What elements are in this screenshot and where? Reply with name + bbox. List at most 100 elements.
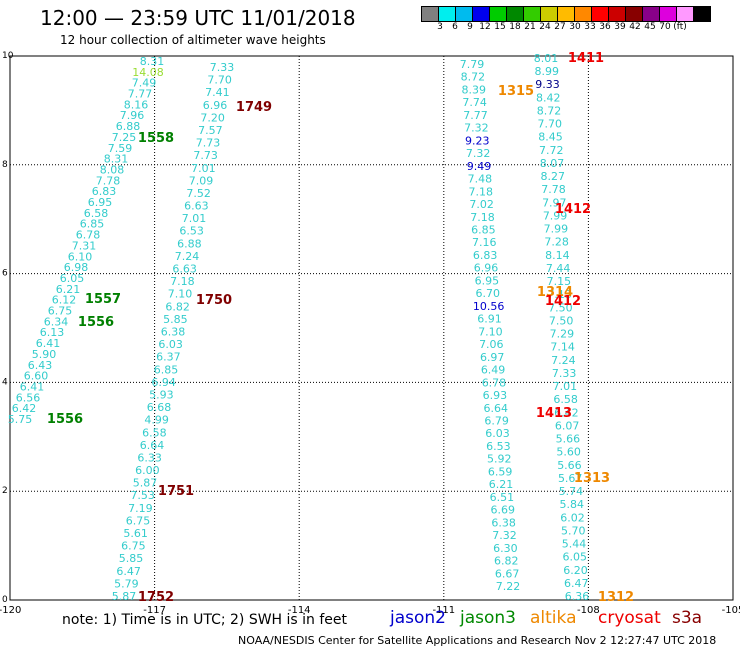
wave-height-label: 6.67 (495, 567, 520, 580)
wave-height-label: 7.53 (130, 489, 155, 502)
wave-height-label: 6.93 (483, 389, 508, 402)
wave-height-label: 6.78 (482, 376, 507, 389)
color-legend-label: 30 (569, 22, 581, 32)
time-stamp-label: 1411 (568, 51, 604, 66)
chart-subtitle: 12 hour collection of altimeter wave hei… (60, 33, 326, 47)
wave-height-label: 6.03 (485, 427, 510, 440)
wave-height-label: 8.08 (100, 163, 125, 176)
wave-height-label: 6.21 (56, 283, 81, 296)
wave-height-label: 6.82 (165, 300, 190, 313)
wave-height-label: 5.85 (163, 313, 188, 326)
wave-height-label: 10.56 (473, 300, 505, 313)
wave-height-label: 6.75 (126, 514, 151, 527)
wave-height-label: 7.19 (128, 502, 153, 515)
time-stamp-label: 1556 (47, 412, 83, 427)
wave-height-label: 6.70 (476, 287, 501, 300)
wave-height-label: 4.99 (144, 414, 169, 427)
wave-height-label: 9.23 (465, 134, 490, 147)
wave-height-label: 7.16 (472, 236, 497, 249)
wave-height-label: 6.42 (554, 406, 579, 419)
wave-height-label: 6.82 (494, 555, 519, 568)
wave-height-label: 6.00 (135, 464, 160, 477)
time-stamp-label: 1751 (158, 484, 194, 499)
wave-height-label: 7.48 (468, 173, 493, 186)
wave-height-label: 7.32 (464, 122, 489, 135)
wave-height-label: 7.25 (112, 131, 137, 144)
wave-height-label: 7.10 (478, 325, 503, 338)
wave-height-label: 6.53 (486, 440, 511, 453)
plot-frame (9, 55, 734, 601)
time-stamp-label: 1558 (138, 131, 174, 146)
color-legend-label: (ft) (673, 22, 687, 32)
wave-height-label: 6.75 (121, 540, 146, 553)
wave-height-label: 6.64 (140, 439, 165, 452)
wave-height-label: 7.01 (191, 162, 216, 175)
wave-height-label: 5.90 (32, 348, 57, 361)
wave-height-label: 6.47 (116, 565, 141, 578)
color-legend-label: 39 (614, 22, 626, 32)
y-tick-label: 4 (2, 377, 8, 387)
wave-height-label: 6.10 (68, 250, 93, 263)
time-stamp-label: 1312 (598, 590, 634, 605)
wave-height-label: 7.52 (186, 187, 211, 200)
wave-height-label: 8.45 (538, 131, 563, 144)
wave-height-label: 6.68 (147, 401, 172, 414)
wave-height-label: 7.78 (541, 183, 566, 196)
wave-height-label: 7.74 (462, 96, 487, 109)
wave-height-label: 5.84 (559, 498, 584, 511)
color-legend-label: 21 (524, 22, 536, 32)
wave-height-label: 6.64 (483, 402, 508, 415)
wave-height-label: 6.63 (184, 200, 209, 213)
wave-height-label: 7.41 (205, 86, 230, 99)
wave-height-label: 6.49 (481, 364, 506, 377)
wave-height-label: 6.59 (488, 465, 513, 478)
satellite-legend-item: s3a (672, 608, 703, 628)
wave-height-label: 7.31 (72, 239, 97, 252)
wave-height-label: 7.99 (544, 223, 569, 236)
wave-height-label: 6.96 (203, 99, 228, 112)
wave-height-label: 6.05 (60, 272, 85, 285)
time-stamp-label: 1749 (236, 100, 272, 115)
wave-height-label: 7.14 (550, 341, 575, 354)
wave-height-label: 6.37 (156, 351, 181, 364)
units-note: note: 1) Time is in UTC; 2) SWH is in fe… (62, 612, 348, 628)
wave-height-label: 8.39 (462, 83, 487, 96)
wave-height-label: 6.58 (142, 426, 167, 439)
y-tick-label: 0 (2, 595, 8, 605)
wave-height-label: 5.79 (114, 577, 139, 590)
wave-height-label: 6.42 (12, 402, 37, 415)
wave-height-label: 6.79 (484, 414, 509, 427)
wave-height-label: 7.02 (469, 198, 494, 211)
wave-height-label: 5.61 (123, 527, 148, 540)
wave-height-label: 6.78 (76, 229, 101, 242)
wave-height-label: 6.88 (177, 237, 202, 250)
wave-height-label: 6.56 (16, 391, 41, 404)
wave-height-label: 6.58 (553, 393, 578, 406)
time-stamp-label: 1412 (555, 202, 591, 217)
wave-height-label: 7.20 (200, 111, 225, 124)
wave-height-label: 7.99 (543, 209, 568, 222)
wave-height-label: 7.13 (547, 288, 572, 301)
color-legend (421, 6, 711, 22)
time-stamp-label: 1412 (545, 294, 581, 309)
wave-height-label: 6.53 (179, 225, 204, 238)
wave-height-label: 8.99 (535, 65, 560, 78)
y-tick-label: 2 (2, 486, 8, 496)
wave-height-label: 6.41 (36, 337, 61, 350)
wave-height-label: 6.43 (28, 359, 53, 372)
wave-height-label: 9.49 (467, 160, 492, 173)
satellite-legend-item: cryosat (598, 608, 661, 628)
wave-height-label: 6.12 (52, 294, 77, 307)
wave-height-label: 6.85 (154, 363, 179, 376)
x-tick-label: -117 (143, 605, 166, 616)
wave-height-label: 5.44 (562, 538, 587, 551)
color-legend-label: 6 (452, 22, 458, 32)
wave-height-label: 6.51 (490, 491, 515, 504)
wave-height-label: 7.18 (469, 185, 494, 198)
wave-height-label: 6.83 (473, 249, 498, 262)
time-stamp-label: 1750 (196, 293, 232, 308)
wave-height-label: 8.01 (534, 52, 559, 65)
wave-height-label: 7.70 (207, 74, 232, 87)
wave-height-label: 6.07 (555, 419, 580, 432)
wave-height-label: 7.18 (170, 275, 195, 288)
